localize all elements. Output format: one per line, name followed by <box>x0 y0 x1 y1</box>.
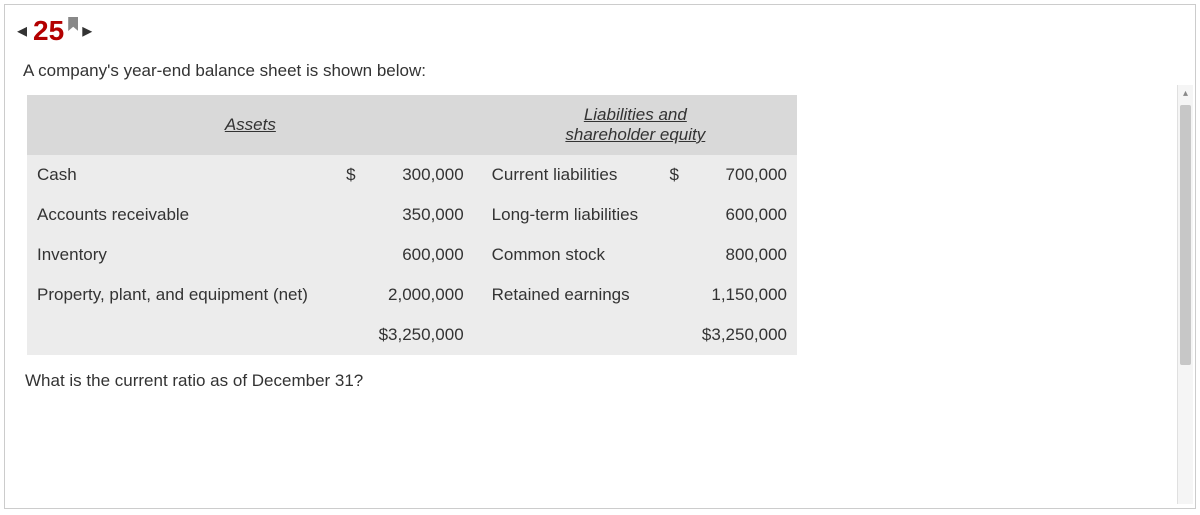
liab-value: 1,150,000 <box>689 275 797 315</box>
header-assets: Assets <box>27 95 474 155</box>
prev-arrow-icon[interactable]: ◂ <box>17 21 27 41</box>
asset-label <box>27 315 335 355</box>
asset-currency <box>335 235 365 275</box>
table-row: Cash $ 300,000 Current liabilities $ 700… <box>27 155 797 195</box>
bookmark-icon[interactable] <box>68 17 78 31</box>
header-liab-line1: Liabilities and <box>584 105 687 124</box>
liab-currency <box>659 235 689 275</box>
asset-currency <box>335 195 365 235</box>
liab-currency <box>659 275 689 315</box>
asset-currency: $ <box>335 155 365 195</box>
liab-value: 800,000 <box>689 235 797 275</box>
asset-total: $3,250,000 <box>366 315 474 355</box>
asset-label: Accounts receivable <box>27 195 335 235</box>
liab-currency: $ <box>659 155 689 195</box>
liab-value: 600,000 <box>689 195 797 235</box>
liab-label: Long-term liabilities <box>474 195 659 235</box>
page-frame: ◂ 25 ▸ A company's year-end balance shee… <box>4 4 1196 509</box>
balance-sheet: Assets Liabilities and shareholder equit… <box>27 95 797 355</box>
table-row: Property, plant, and equipment (net) 2,0… <box>27 275 797 315</box>
liab-value: 700,000 <box>689 155 797 195</box>
question-pager: ◂ 25 ▸ <box>5 5 1195 53</box>
balance-sheet-table: Assets Liabilities and shareholder equit… <box>27 95 797 355</box>
table-row: Inventory 600,000 Common stock 800,000 <box>27 235 797 275</box>
question-text: What is the current ratio as of December… <box>5 355 1195 391</box>
question-number: 25 <box>31 15 66 47</box>
liab-total: $3,250,000 <box>689 315 797 355</box>
next-arrow-icon[interactable]: ▸ <box>82 21 92 41</box>
scroll-thumb[interactable] <box>1180 105 1191 365</box>
intro-text: A company's year-end balance sheet is sh… <box>5 53 1195 95</box>
asset-value: 350,000 <box>366 195 474 235</box>
liab-currency <box>659 195 689 235</box>
asset-label: Inventory <box>27 235 335 275</box>
liab-label <box>474 315 659 355</box>
liab-label: Common stock <box>474 235 659 275</box>
asset-value: 600,000 <box>366 235 474 275</box>
header-liabilities: Liabilities and shareholder equity <box>474 95 797 155</box>
liab-currency <box>659 315 689 355</box>
asset-currency <box>335 315 365 355</box>
asset-currency <box>335 275 365 315</box>
balance-sheet-body: Cash $ 300,000 Current liabilities $ 700… <box>27 155 797 355</box>
vertical-scrollbar[interactable]: ▴ <box>1177 85 1193 504</box>
liab-label: Retained earnings <box>474 275 659 315</box>
liab-label: Current liabilities <box>474 155 659 195</box>
asset-label: Property, plant, and equipment (net) <box>27 275 335 315</box>
table-row-total: $3,250,000 $3,250,000 <box>27 315 797 355</box>
asset-value: 300,000 <box>366 155 474 195</box>
asset-value: 2,000,000 <box>366 275 474 315</box>
scroll-up-icon[interactable]: ▴ <box>1178 85 1193 103</box>
asset-label: Cash <box>27 155 335 195</box>
table-row: Accounts receivable 350,000 Long-term li… <box>27 195 797 235</box>
header-liab-line2: shareholder equity <box>565 125 705 144</box>
